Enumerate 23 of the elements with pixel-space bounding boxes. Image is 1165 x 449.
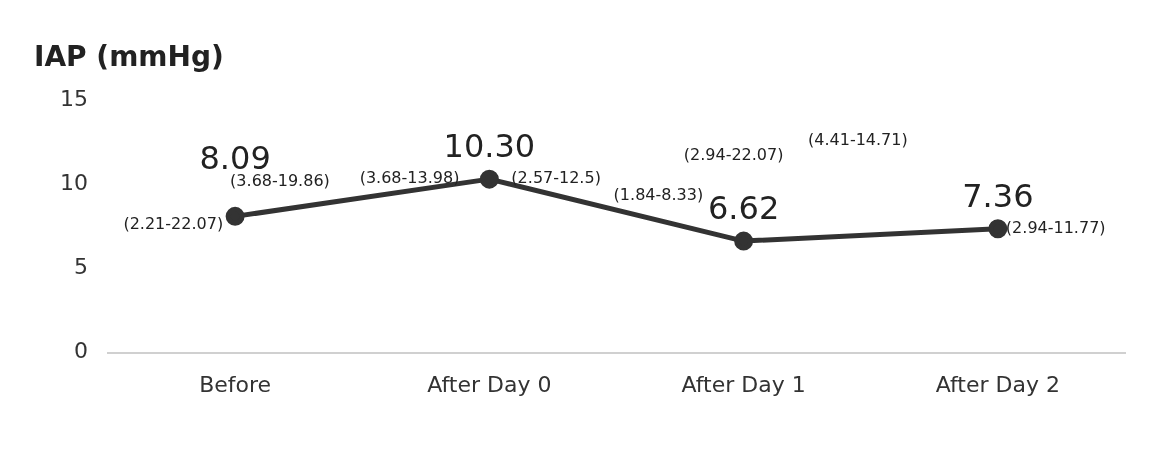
annotation: (1.84-8.33) [613, 185, 704, 205]
text: 7.36 [962, 176, 1034, 215]
chart-title: IAP (mmHg) [34, 40, 224, 73]
annotation: (3.68-13.98) [359, 168, 460, 188]
x-tick-label: Before [199, 371, 272, 397]
annotation: (2.21-22.07) [123, 213, 224, 233]
y-tick-label: 5 [73, 254, 88, 280]
point [988, 219, 1008, 239]
annotation: (2.57-12.5) [511, 168, 601, 188]
annotation: (2.94-11.77) [1005, 217, 1106, 237]
x-tick-label: After Day 0 [427, 371, 552, 397]
x-tick-label: After Day 1 [681, 371, 806, 397]
point [225, 206, 245, 226]
y-tick-label: 10 [59, 169, 88, 195]
y-tick-label: 15 [59, 85, 88, 111]
text: 6.62 [708, 189, 780, 228]
x-tick-label: After Day 2 [935, 371, 1061, 397]
y-tick-label: 0 [73, 338, 88, 364]
annotation: (4.41-14.71) [808, 129, 908, 149]
point [734, 231, 754, 251]
text: 10.30 [443, 127, 536, 166]
point [479, 169, 499, 189]
annotation: (2.94-22.07) [683, 145, 784, 165]
